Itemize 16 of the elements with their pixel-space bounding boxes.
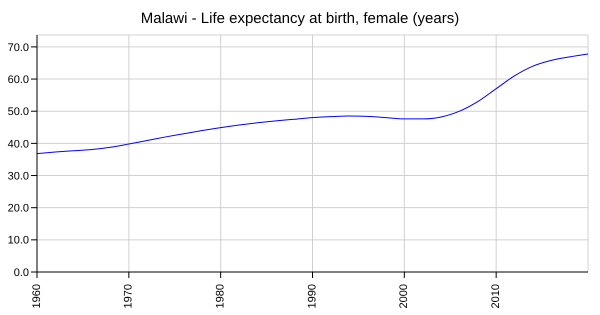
x-tick-label: 1980 [214, 284, 227, 308]
x-tick-label: 1970 [122, 284, 135, 308]
y-tick-label: 70.0 [8, 42, 29, 54]
x-tick-label: 1960 [30, 284, 43, 308]
y-tick-label: 60.0 [8, 74, 29, 86]
y-tick-label: 10.0 [8, 234, 29, 247]
x-tick-label: 2000 [398, 284, 410, 308]
line-series [37, 53, 588, 154]
y-tick-label: 30.0 [8, 170, 29, 182]
y-tick-label: 0.0 [14, 266, 29, 279]
x-tick-label: 2010 [490, 284, 502, 308]
y-tick-label: 40.0 [8, 138, 29, 150]
y-tick-label: 50.0 [8, 106, 29, 118]
chart-title: Malawi - Life expectancy at birth, female (years) [140, 10, 460, 27]
y-tick-label: 20.0 [8, 202, 29, 215]
x-tick-label: 1990 [306, 284, 318, 308]
